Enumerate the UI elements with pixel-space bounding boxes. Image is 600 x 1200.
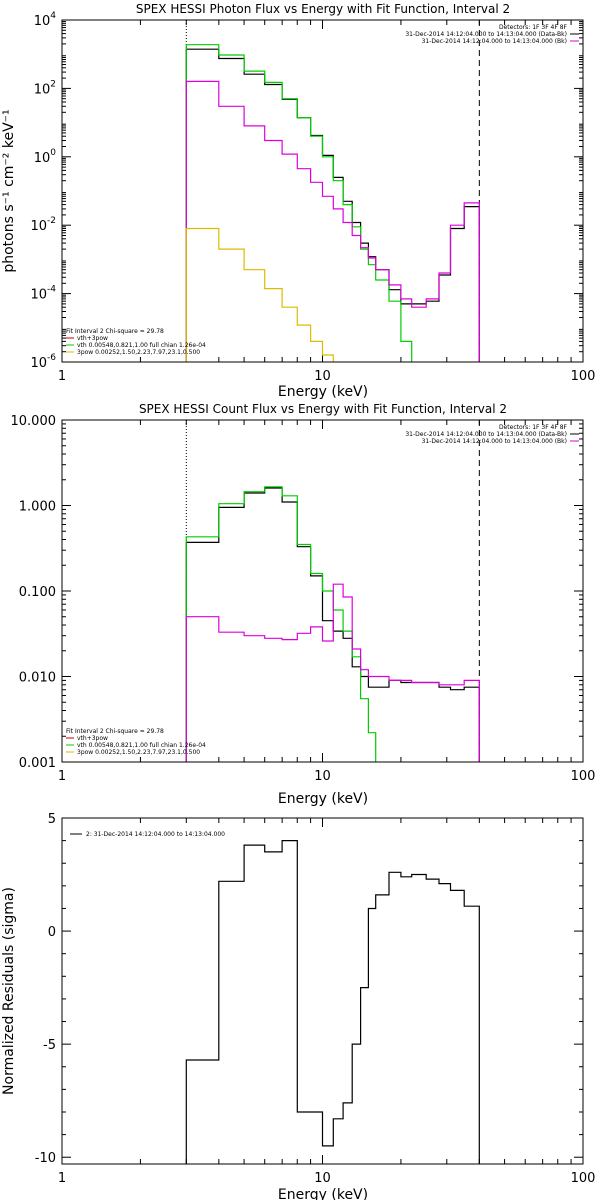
legend-entry: 31-Dec-2014 14:12:04.000 to 14:13:04.000… [422, 438, 567, 445]
y-tick-label: 104 [34, 11, 57, 29]
series-line [185, 840, 480, 1164]
legend-entry: vth+3pow [77, 335, 108, 342]
chart-title: SPEX HESSI Photon Flux vs Energy with Fi… [136, 2, 510, 16]
series-line [185, 227, 480, 362]
legend-entry: vth 0.00548,0.821,1.00 full chian 1.26e-… [77, 742, 206, 749]
x-tick-label: 10 [314, 369, 331, 384]
legend-entry: 31-Dec-2014 14:12:04.000 to 14:13:04.000… [405, 431, 567, 438]
legend-entry: 3pow 0.00252,1.50,2.23,7.97,23.1,0.500 [77, 349, 200, 356]
x-tick-label: 1 [58, 1171, 66, 1186]
y-tick-label: 0.010 [19, 671, 56, 686]
residuals-panel: 1 10 100 5 0 -5 -10 2: 31-Dec-2014 14:12:04.000… [1, 812, 595, 1200]
x-tick-label: 10 [314, 1171, 331, 1186]
series-group [185, 44, 480, 362]
y-tick-label: 1.000 [19, 500, 56, 515]
legend-entry: Detectors: 1F 3F 4F 8F [499, 424, 568, 431]
y-tick-label: 10-2 [30, 216, 56, 234]
photon-flux-panel: SPEX HESSI Photon Flux vs Energy with Fi… [1, 2, 595, 400]
y-axis-label: photons s⁻¹ cm⁻² keV⁻¹ [1, 109, 17, 272]
plot-frame [61, 419, 584, 763]
count-flux-plot-area: 1 10 100 10.000 1.000 0.100 0.010 0.001 Detector… [11, 414, 596, 784]
series-line [185, 44, 480, 362]
plot-frame [61, 817, 584, 1165]
photon-flux-plot-area: 1 10 100 104 102 100 10-2 10-4 10-6 Detectors: 1F… [30, 11, 596, 384]
y-tick-label: 10-4 [30, 285, 56, 303]
y-tick-label: 102 [34, 79, 56, 97]
legend-entry: vth+3pow [77, 735, 108, 742]
count-flux-panel: SPEX HESSI Count Flux vs Energy with Fit… [11, 402, 596, 807]
legend-entry: 3pow 0.00252,1.50,2.23,7.97,23.1,0.500 [77, 749, 200, 756]
x-axis-label: Energy (keV) [278, 384, 368, 400]
y-tick-label: 0.100 [19, 585, 56, 600]
x-tick-label: 10 [314, 769, 331, 784]
chart-title: SPEX HESSI Count Flux vs Energy with Fit… [139, 402, 507, 416]
y-tick-label: -5 [43, 1038, 56, 1053]
legend-entry: 31-Dec-2014 14:12:04.000 to 14:13:04.000… [422, 38, 567, 45]
legend-entry: 2: 31-Dec-2014 14:12:04.000 to 14:13:04.… [86, 831, 225, 838]
y-tick-label: -10 [35, 1151, 56, 1166]
legend-entry: Fit Interval 2 Chi-square = 29.78 [66, 728, 164, 735]
legend-entry: Fit Interval 2 Chi-square = 29.78 [66, 328, 164, 335]
legend-entry: vth 0.00548,0.821,1.00 full chian 1.26e-… [77, 342, 206, 349]
series-line [185, 486, 480, 762]
y-tick-label: 100 [34, 148, 57, 166]
residuals-plot-area: 1 10 100 5 0 -5 -10 2: 31-Dec-2014 14:12:04.000… [35, 812, 596, 1186]
y-tick-label: 10-6 [30, 353, 56, 371]
y-tick-label: 0.001 [19, 756, 56, 771]
series-group [185, 486, 480, 762]
y-tick-label: 10.000 [11, 414, 57, 429]
y-tick-label: 0 [48, 925, 56, 940]
y-axis-label: Normalized Residuals (sigma) [1, 887, 17, 1095]
legend-entry: 31-Dec-2014 14:12:04.000 to 14:13:04.000… [405, 31, 567, 38]
x-tick-label: 1 [58, 769, 66, 784]
legend-entry: Detectors: 1F 3F 4F 8F [499, 24, 568, 31]
x-axis-label: Energy (keV) [278, 1187, 368, 1200]
x-tick-label: 100 [571, 369, 596, 384]
series-line [185, 80, 480, 362]
x-tick-label: 1 [58, 369, 66, 384]
series-group [185, 840, 480, 1164]
x-tick-label: 100 [571, 769, 596, 784]
y-tick-label: 5 [48, 812, 56, 827]
plot-frame [61, 19, 584, 363]
series-line [185, 583, 480, 762]
x-axis-label: Energy (keV) [278, 791, 368, 807]
x-tick-label: 100 [571, 1171, 596, 1186]
